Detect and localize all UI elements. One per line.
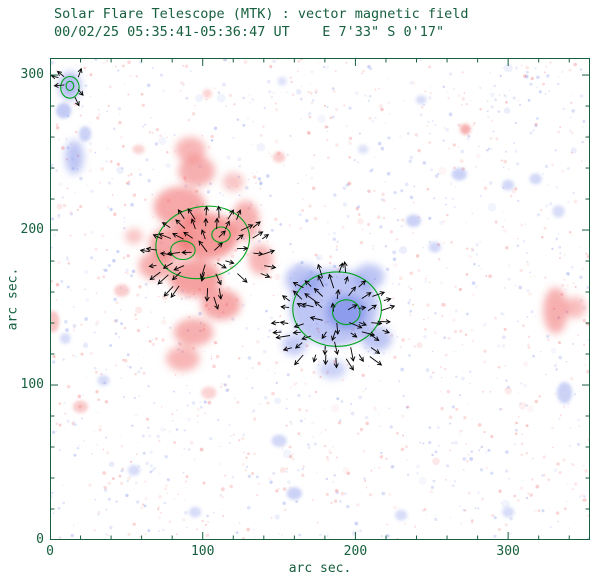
plot-title: Solar Flare Telescope (MTK) : vector mag… <box>54 6 469 22</box>
x-tick-label: 100 <box>190 544 215 559</box>
x-axis-label: arc sec. <box>288 561 352 576</box>
axes-frame <box>50 58 590 540</box>
y-tick-label: 200 <box>20 222 44 238</box>
y-tick-label: 0 <box>36 532 44 547</box>
plot-subtitle: 00/02/25 05:35:41-05:36:47 UT E 7'33" S … <box>54 24 445 40</box>
y-axis-label: arc sec. <box>5 267 21 331</box>
x-tick-label: 300 <box>496 544 520 559</box>
y-tick-label: 300 <box>20 67 44 83</box>
x-tick-label: 0 <box>46 544 54 559</box>
vector-arrows-layer <box>52 69 395 370</box>
x-tick-label: 200 <box>343 544 368 559</box>
y-tick-label: 100 <box>20 377 44 393</box>
field-small-blobs-layer <box>50 76 573 521</box>
magnetogram-plot <box>50 58 590 540</box>
contour-layer <box>60 76 382 347</box>
noise-speckle-layer <box>50 58 590 540</box>
